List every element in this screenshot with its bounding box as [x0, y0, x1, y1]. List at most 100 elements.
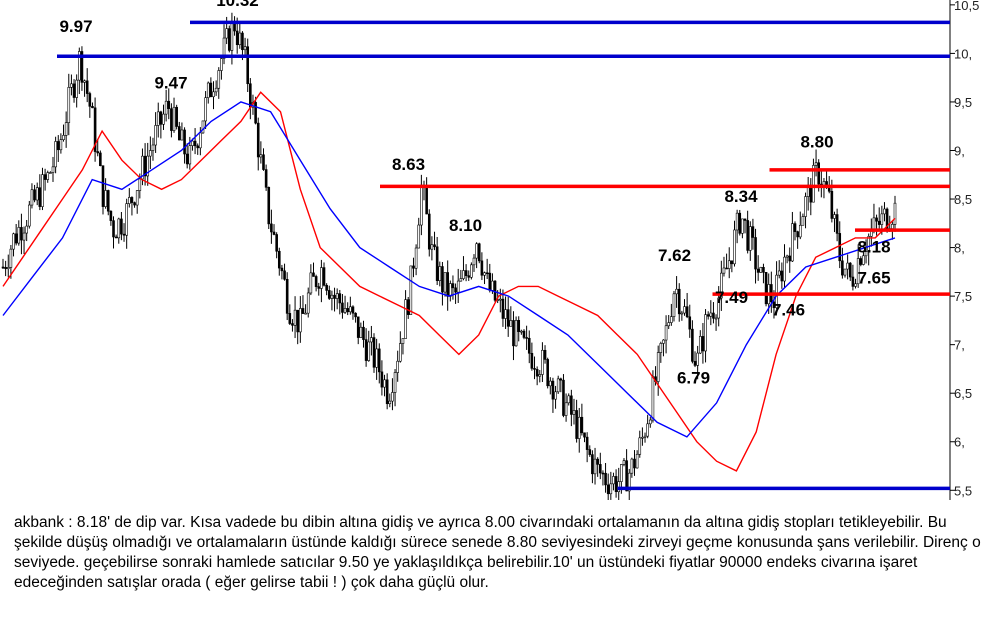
- candle-body: [630, 458, 634, 474]
- candle-body: [196, 145, 200, 149]
- y-tick-label: 8,: [954, 241, 965, 256]
- candle-body: [706, 314, 710, 317]
- candle-body: [646, 423, 649, 437]
- candle-body: [67, 87, 71, 123]
- candle-body: [20, 227, 23, 241]
- candle-body: [259, 154, 263, 158]
- candle-body: [285, 279, 289, 314]
- candle-body: [70, 83, 73, 88]
- candle-body: [741, 218, 744, 234]
- candle-body: [125, 203, 128, 236]
- candle-body: [843, 268, 847, 276]
- candle-body: [130, 197, 134, 203]
- candle-body: [28, 204, 31, 227]
- level-label: 6.79: [677, 368, 710, 387]
- candle-body: [588, 449, 592, 455]
- candle-body: [538, 374, 542, 377]
- candle-body: [12, 233, 15, 250]
- candle-body: [22, 232, 26, 241]
- candle-body: [841, 260, 844, 276]
- candle-body: [272, 231, 276, 235]
- candle-body: [638, 437, 642, 455]
- candle-body: [17, 227, 21, 244]
- candle-body: [14, 233, 18, 244]
- candle-body: [777, 270, 781, 276]
- candle-body: [688, 316, 692, 330]
- candle-body: [506, 309, 510, 327]
- candle-body: [54, 141, 57, 168]
- candle-body: [417, 224, 421, 249]
- candle-body: [512, 320, 515, 347]
- candle-body: [206, 82, 210, 98]
- candle-body: [641, 436, 644, 439]
- candle-body: [104, 190, 107, 207]
- candle-body: [648, 419, 652, 425]
- candle-body: [683, 306, 686, 314]
- candle-body: [591, 454, 594, 475]
- candle-body: [256, 122, 260, 158]
- candle-body: [793, 223, 797, 232]
- candle-body: [243, 46, 247, 51]
- candle-body: [867, 236, 870, 253]
- candle-body: [667, 322, 671, 327]
- candle-body: [351, 306, 355, 314]
- candle-body: [122, 233, 126, 236]
- candle-body: [848, 262, 852, 278]
- candle-body: [743, 218, 747, 221]
- candle-body: [335, 293, 339, 299]
- candle-body: [35, 187, 39, 201]
- candle-body: [199, 132, 202, 149]
- candle-body: [517, 320, 521, 332]
- candle-body: [738, 212, 742, 234]
- candle-body: [146, 155, 150, 177]
- candle-body: [754, 237, 757, 270]
- candle-body: [780, 270, 784, 282]
- candle-body: [420, 184, 423, 226]
- candle-body: [575, 410, 578, 439]
- candle-body: [762, 267, 765, 273]
- candle-body: [675, 288, 678, 295]
- candle-body: [725, 267, 728, 270]
- level-lines: [57, 20, 950, 491]
- candle-body: [570, 395, 573, 415]
- candle-body: [346, 308, 349, 313]
- candle-body: [604, 472, 607, 486]
- candle-body: [664, 325, 668, 341]
- candle-body: [622, 460, 626, 465]
- candle-body: [756, 268, 760, 273]
- candle-body: [222, 37, 226, 59]
- candle-body: [527, 337, 531, 354]
- candle-body: [720, 272, 723, 299]
- candle-body: [704, 314, 707, 352]
- level-label: 9.97: [59, 17, 92, 36]
- candle-body: [672, 293, 676, 317]
- candle-body: [149, 150, 152, 157]
- candle-body: [304, 312, 307, 315]
- candle-body: [9, 248, 13, 268]
- candle-body: [435, 246, 439, 281]
- candle-body: [635, 453, 639, 469]
- candle-body: [220, 58, 223, 71]
- candle-body: [177, 126, 181, 141]
- candle-body: [509, 320, 513, 327]
- candle-body: [785, 255, 789, 258]
- candle-body: [480, 260, 484, 276]
- candle-body: [372, 337, 376, 368]
- candle-body: [556, 378, 560, 393]
- candle-body: [620, 464, 623, 482]
- candle-body: [454, 287, 457, 293]
- candle-body: [154, 125, 157, 146]
- candle-body: [488, 272, 492, 291]
- candle-body: [404, 299, 407, 339]
- candle-body: [788, 255, 792, 262]
- candle-body: [606, 484, 610, 495]
- candle-body: [501, 298, 505, 319]
- candle-body: [425, 187, 428, 215]
- candle-body: [99, 152, 102, 167]
- candle-body: [430, 244, 434, 250]
- candle-body: [280, 267, 284, 272]
- candle-body: [446, 272, 449, 297]
- candle-body: [201, 120, 205, 134]
- candle-body: [783, 256, 786, 282]
- candle-body: [748, 226, 752, 251]
